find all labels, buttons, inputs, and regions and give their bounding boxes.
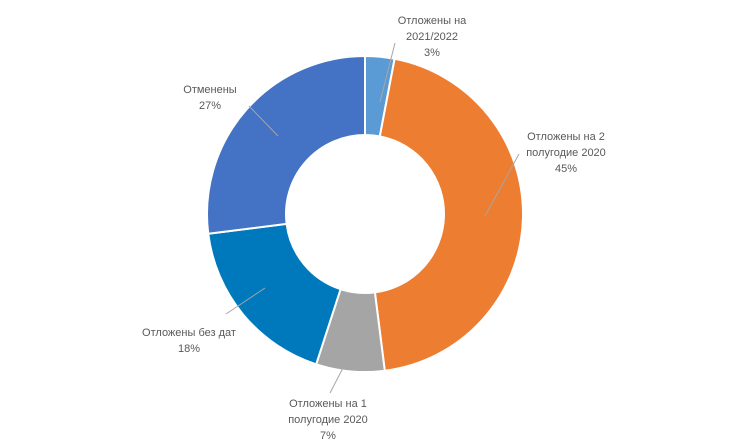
slice-name-label-3: Отложены на 1 (289, 398, 367, 410)
slice-value-label-1: 3% (424, 47, 440, 59)
slice-5 (206, 54, 366, 235)
leader-lines (225, 42, 520, 394)
slice-name-label-4: Отложены без дат (142, 327, 236, 339)
slice-4 (207, 222, 342, 366)
slice-value-label-3: 7% (320, 430, 336, 442)
slice-value-label-4: 18% (178, 343, 200, 355)
slice-name-label-1: Отложены на (398, 15, 467, 27)
leader-line-1 (379, 42, 396, 103)
leader-line-2 (484, 153, 520, 217)
slice-name-label-5: Отменены (183, 84, 237, 96)
leader-line-5 (248, 105, 279, 137)
slice-value-label-2: 45% (555, 163, 577, 175)
leader-line-3 (329, 365, 345, 394)
donut-slices (206, 54, 524, 373)
slice-value-label-5: 27% (199, 100, 221, 112)
leader-line-4 (225, 287, 266, 315)
slice-name-label-2: Отложены на 2 (527, 131, 605, 143)
slice-name-label-3: полугодие 2020 (288, 414, 368, 426)
slice-2 (373, 57, 524, 372)
slice-name-label-1: 2021/2022 (406, 31, 458, 43)
slice-name-label-2: полугодие 2020 (526, 147, 606, 159)
slice-labels: Отложены на 2021/2022 3% Отложены на 2 полуг… (142, 15, 606, 442)
